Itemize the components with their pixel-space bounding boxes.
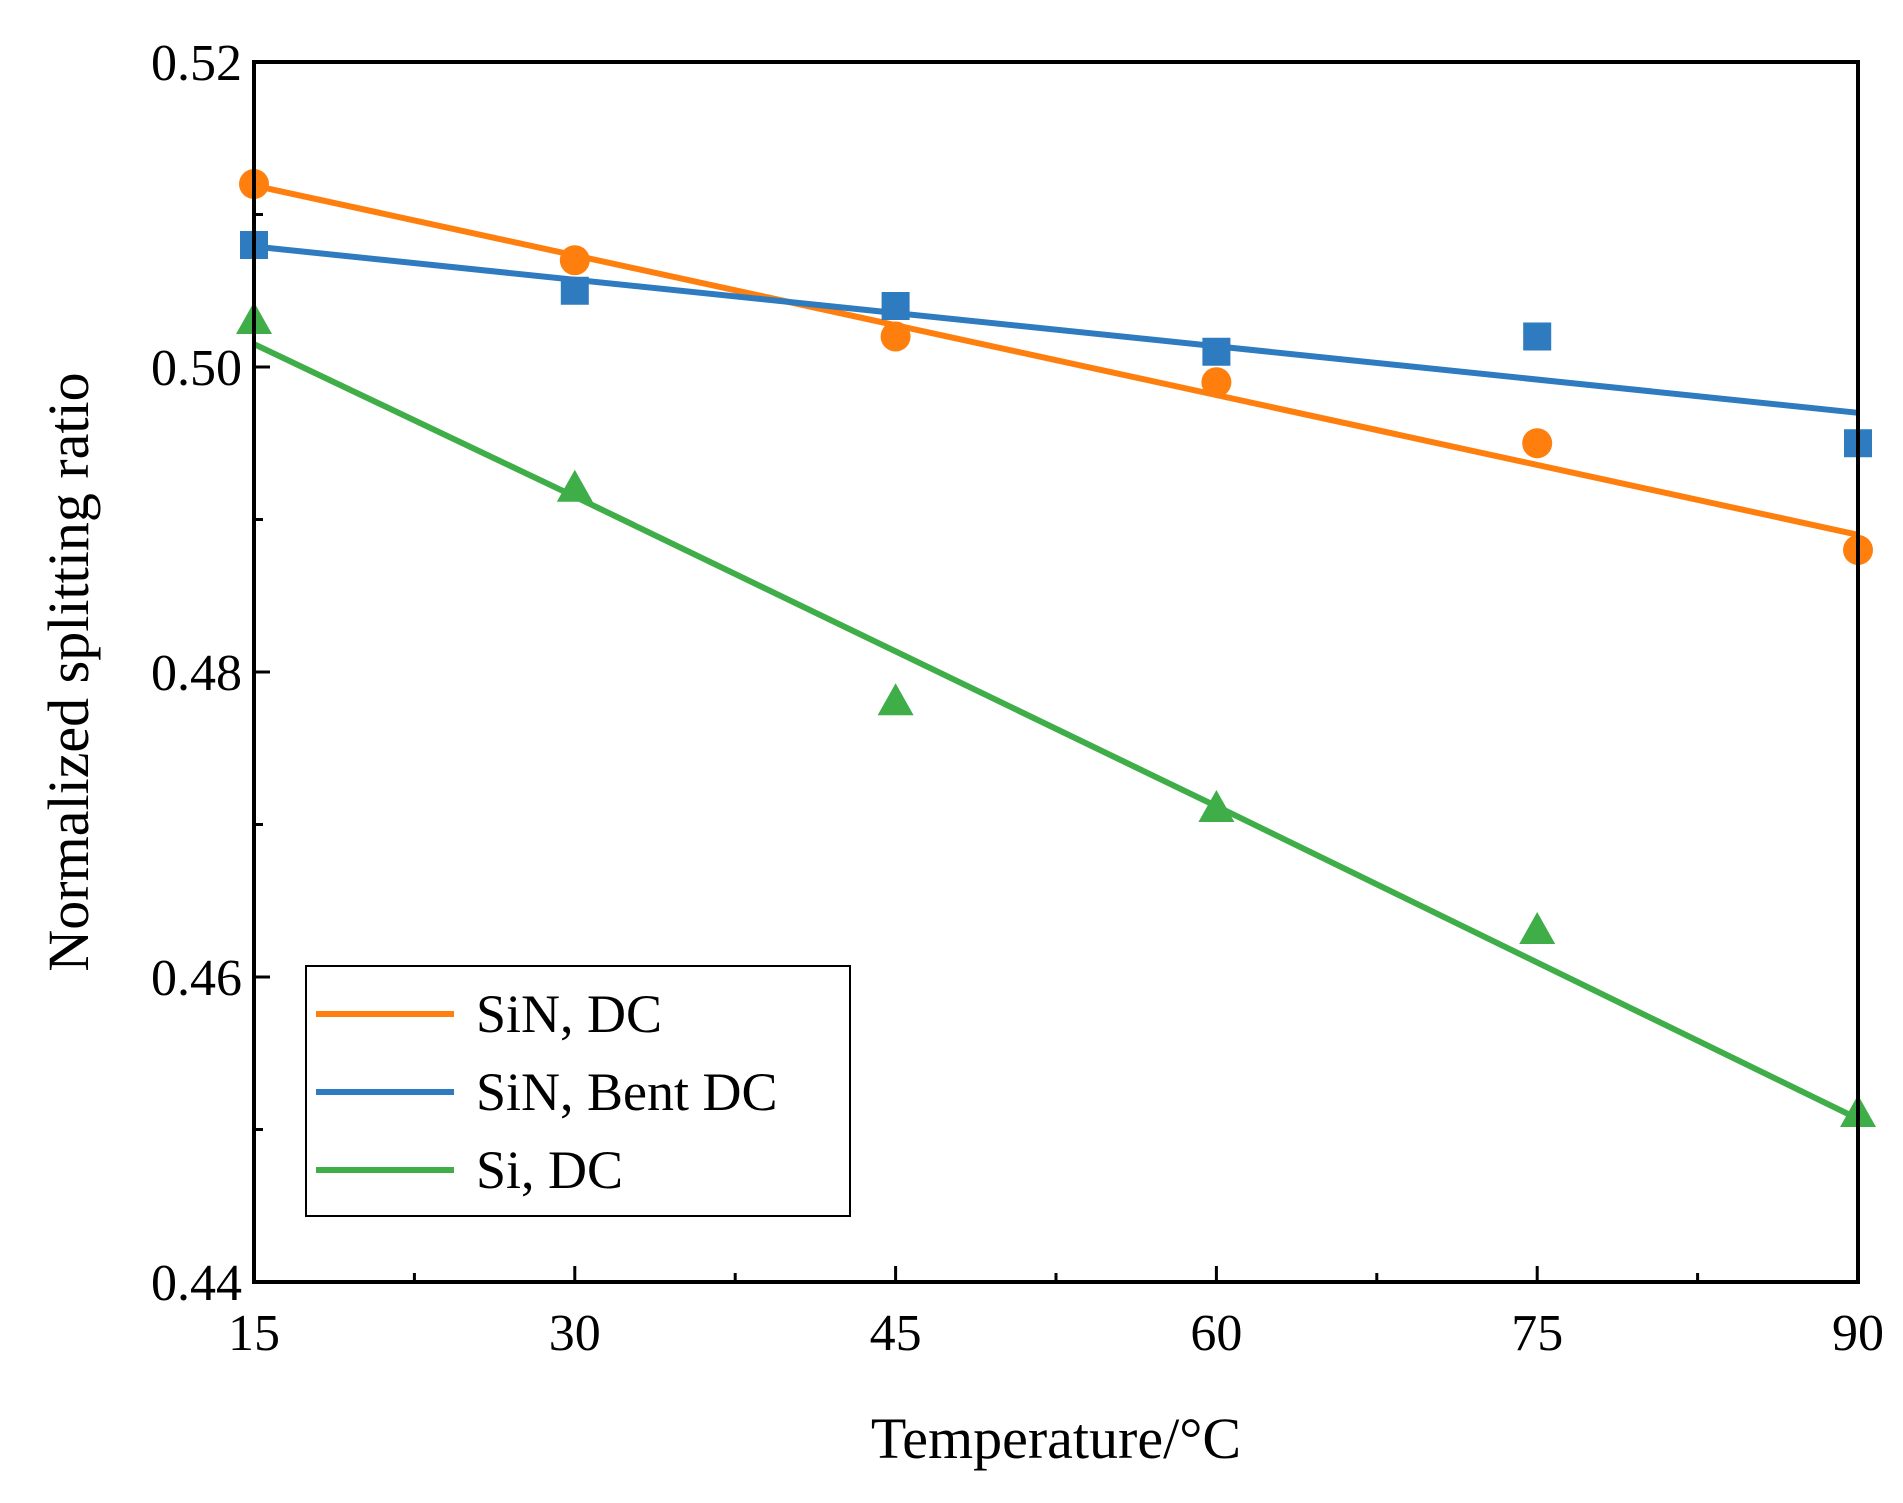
y-tick-label: 0.52 xyxy=(151,35,242,92)
x-tick-label: 90 xyxy=(1832,1305,1884,1362)
x-axis-ticks: 15 30 45 60 75 90 xyxy=(228,1266,1884,1362)
series-0-point xyxy=(1201,367,1232,398)
legend-label-sin-bent-dc: SiN, Bent DC xyxy=(476,1062,778,1122)
legend-label-sin-dc: SiN, DC xyxy=(476,984,662,1044)
y-tick-label: 0.46 xyxy=(151,950,242,1007)
y-axis-title: Normalized splitting ratio xyxy=(36,372,101,971)
x-axis-title: Temperature/°C xyxy=(871,1406,1241,1471)
legend-entry-sin-bent-dc: SiN, Bent DC xyxy=(316,1062,778,1122)
y-tick-label: 0.50 xyxy=(151,340,242,397)
x-tick-label: 75 xyxy=(1511,1305,1563,1362)
series-0-point xyxy=(880,321,911,352)
series-2-point xyxy=(1519,912,1556,945)
series-2-point xyxy=(556,469,593,502)
series-1-point xyxy=(1523,322,1552,351)
legend-label-si-dc: Si, DC xyxy=(476,1140,623,1200)
plot-frame xyxy=(252,60,1860,1284)
plot-series xyxy=(236,169,1876,1128)
series-0-fit-line xyxy=(253,182,1859,538)
series-2-fit-line xyxy=(252,341,1860,1122)
x-tick-label: 60 xyxy=(1190,1305,1242,1362)
series-2-point xyxy=(1198,790,1235,823)
series-1-point xyxy=(881,292,910,320)
series-1-point xyxy=(560,276,589,305)
series-1-fit-line xyxy=(253,243,1859,416)
series-1-point xyxy=(1202,337,1231,366)
series-0-point xyxy=(1522,428,1553,459)
x-tick-label: 45 xyxy=(870,1305,922,1362)
y-tick-label: 0.44 xyxy=(151,1255,242,1312)
legend: SiN, DC SiN, Bent DC Si, DC xyxy=(305,965,851,1217)
legend-entry-si-dc: Si, DC xyxy=(316,1140,623,1200)
x-tick-label: 15 xyxy=(228,1305,280,1362)
legend-entry-sin-dc: SiN, DC xyxy=(316,984,662,1044)
x-tick-label: 30 xyxy=(549,1305,601,1362)
series-0-point xyxy=(559,245,590,276)
y-axis-ticks: 0.44 0.46 0.48 0.50 0.52 xyxy=(151,35,270,1312)
series-2-point xyxy=(877,683,914,716)
y-tick-label: 0.48 xyxy=(151,645,242,702)
